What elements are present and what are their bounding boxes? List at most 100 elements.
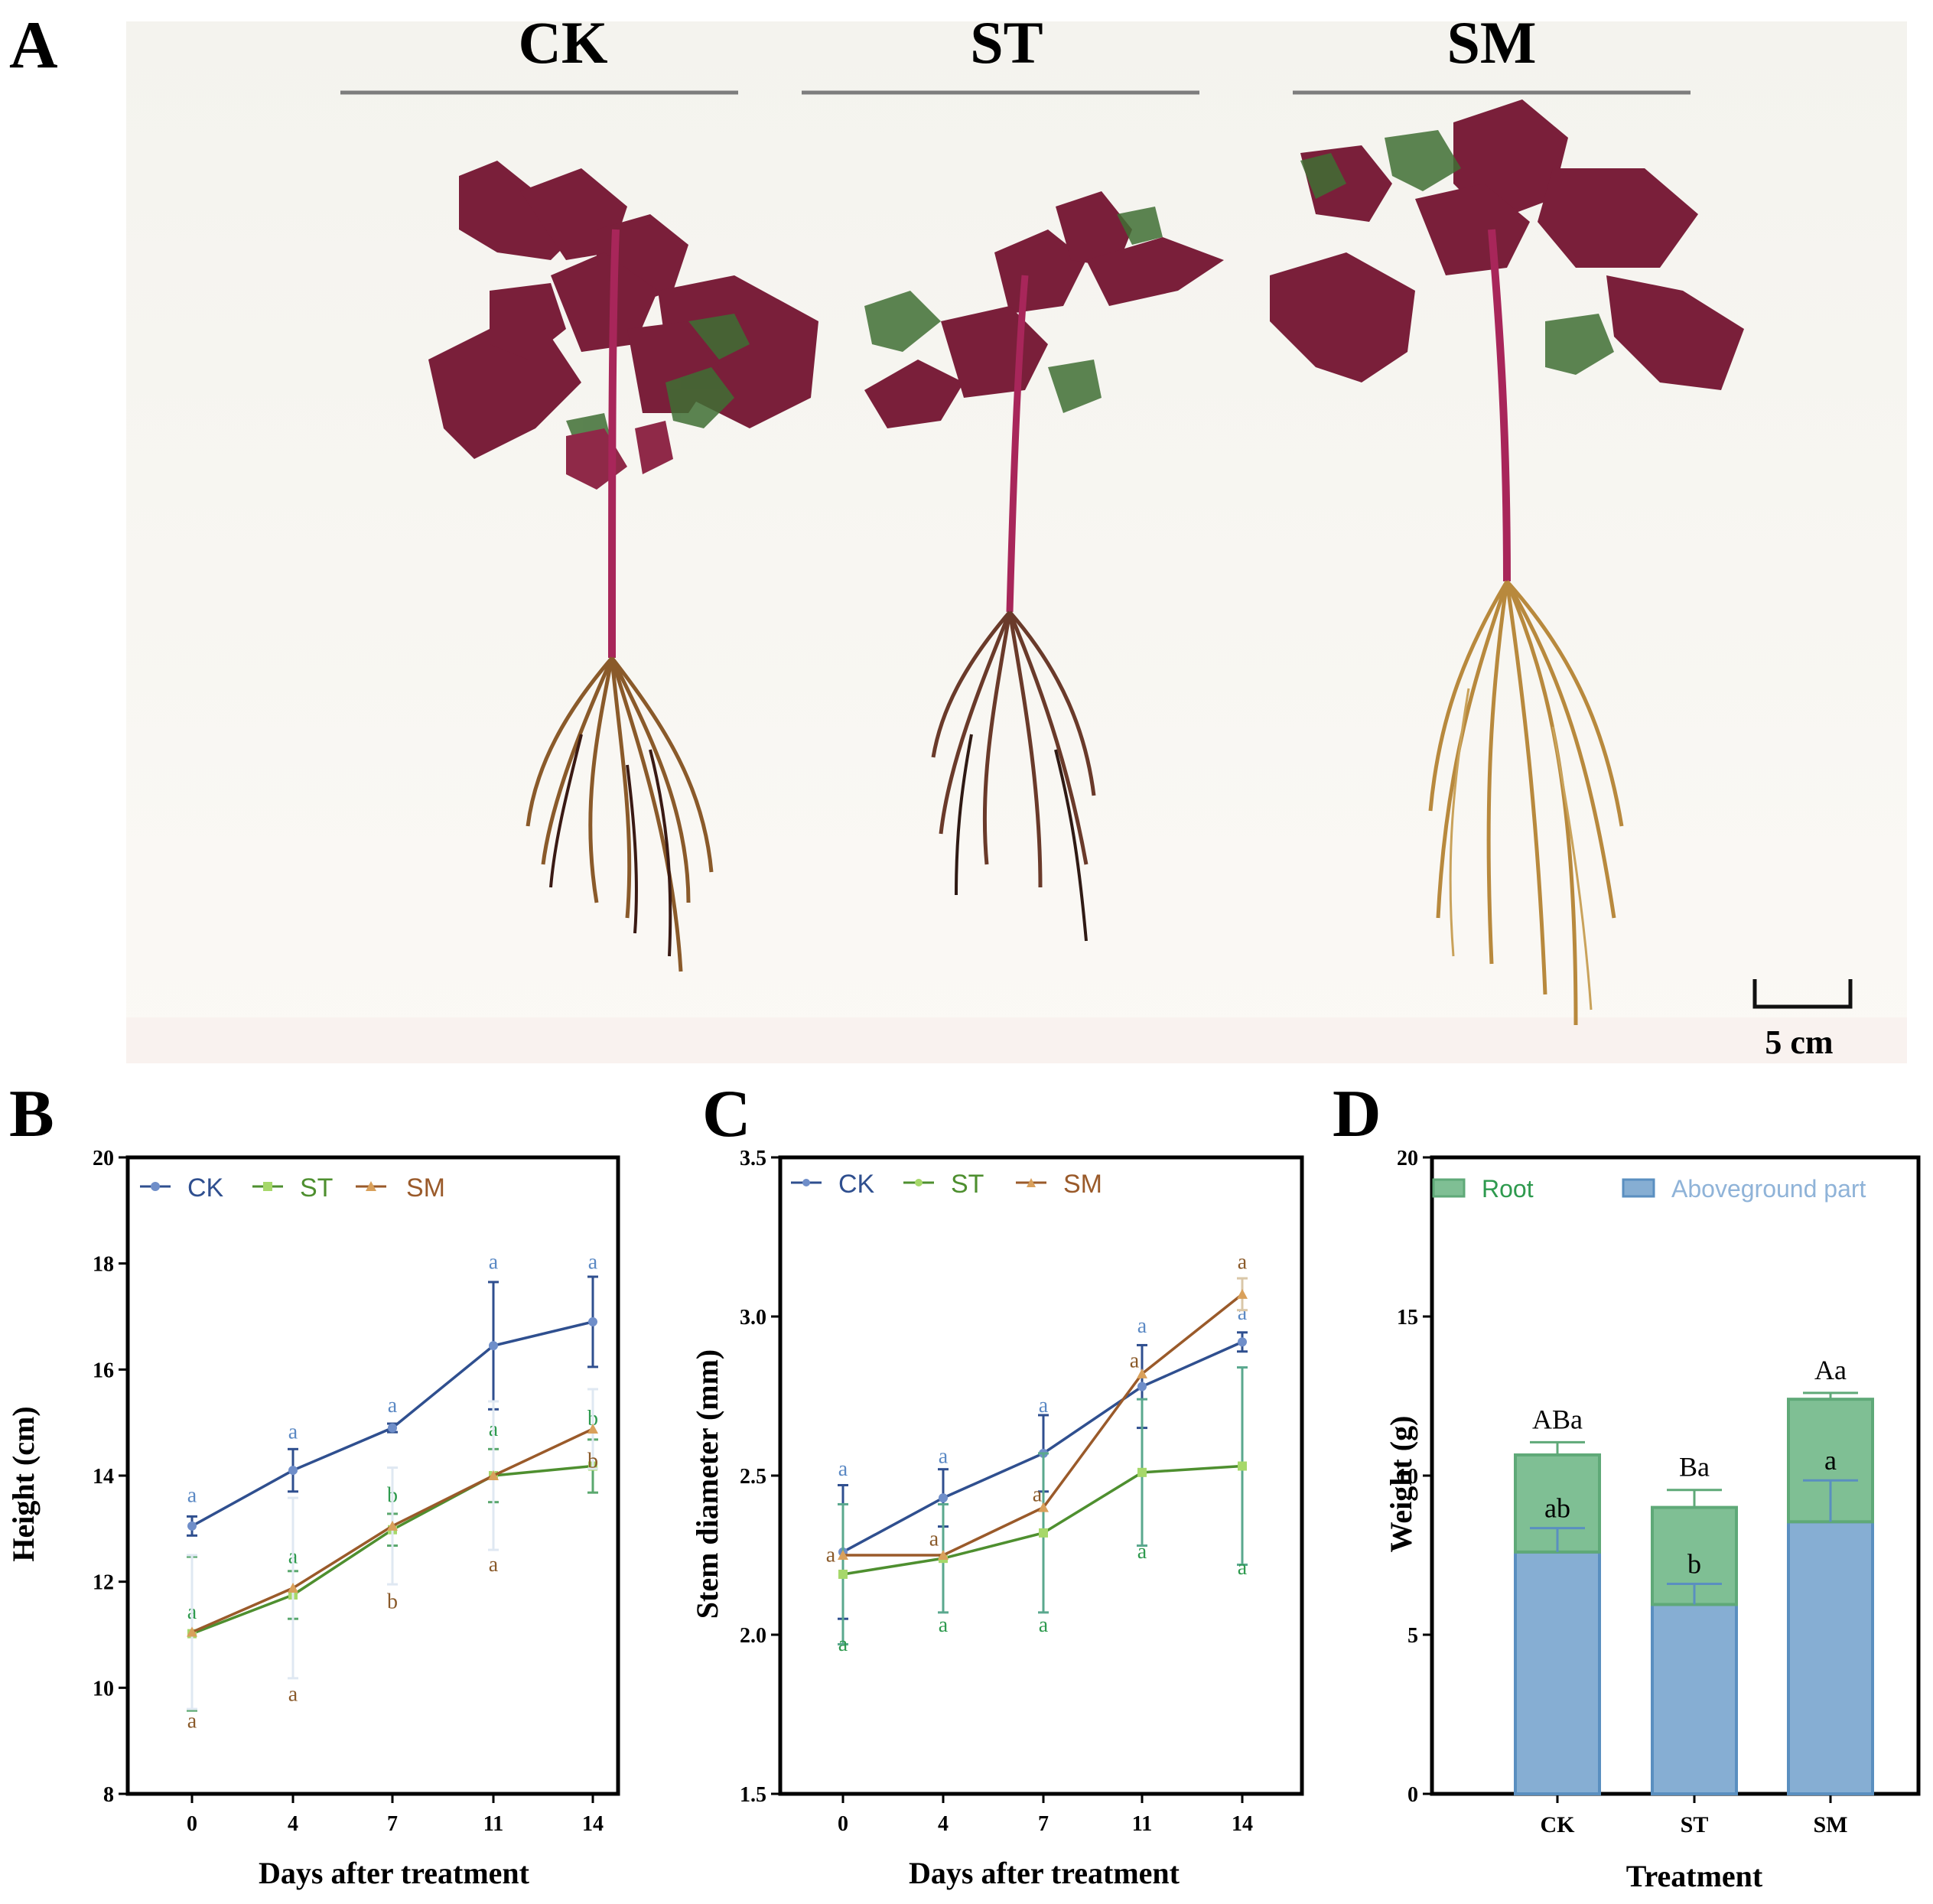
group-label-st: ST [970, 9, 1043, 76]
stem-diameter-significance-letter-sm: a [826, 1543, 836, 1567]
stem-diameter-point-st [1039, 1528, 1048, 1538]
legend-label-sm: SM [1063, 1170, 1102, 1199]
height-point-ck [288, 1466, 298, 1476]
stem-diameter-x-tick-label: 7 [1038, 1812, 1049, 1836]
legend-label-root: Root [1482, 1175, 1534, 1203]
scale-bar-label: 5 cm [1765, 1024, 1833, 1061]
height-plot-frame [125, 1155, 620, 1796]
height-x-tick-label: 11 [483, 1812, 503, 1836]
stem-diameter-point-ck [1238, 1337, 1247, 1347]
stem-diameter-significance-letter-sm: a [1238, 1251, 1248, 1274]
height-y-tick-label: 20 [93, 1147, 114, 1170]
height-x-tick-label: 14 [582, 1812, 604, 1836]
height-significance-letter-ck: a [288, 1420, 298, 1443]
stem-diameter-significance-letter-st: a [939, 1613, 949, 1637]
panel-label-c: C [702, 1077, 751, 1151]
height-chart: 81012141618200471114aaaaaaababaabab [93, 1147, 620, 1836]
legend-label-st: ST [300, 1173, 333, 1203]
stem-diameter-significance-letter-ck: a [1039, 1394, 1049, 1417]
stem-diameter-x-tick-label: 14 [1232, 1812, 1253, 1836]
height-y-tick-label: 16 [93, 1359, 114, 1382]
height-point-sm [387, 1520, 398, 1531]
height-significance-letter-ck: a [588, 1251, 598, 1274]
stem-diameter-significance-letter-ck: a [1238, 1301, 1248, 1325]
weight-y-tick-label: 15 [1397, 1306, 1418, 1330]
stem-diameter-significance-letter-sm: a [1130, 1349, 1140, 1373]
stem-diameter-point-sm [1237, 1288, 1248, 1299]
weight-legend: Root Aboveground part [1432, 1175, 1866, 1203]
legend-marker-st [263, 1182, 272, 1191]
height-y-tick-label: 12 [93, 1571, 114, 1595]
stem-diameter-point-sm [838, 1550, 848, 1560]
height-point-ck [588, 1317, 597, 1326]
legend-label-sm: SM [406, 1173, 445, 1203]
height-significance-letter-ck: a [489, 1251, 499, 1274]
height-legend: CK ST SM [140, 1173, 445, 1203]
weight-y-tick-label: 5 [1407, 1624, 1418, 1648]
stem-diameter-significance-letter-st: a [838, 1632, 848, 1656]
height-significance-letter-sm: b [587, 1450, 598, 1473]
weight-x-tick-label: CK [1541, 1812, 1576, 1837]
legend-label-ck: CK [838, 1170, 875, 1199]
weight-x-axis-title: Treatment [1626, 1859, 1763, 1893]
weight-significance-letter-aboveground: b [1687, 1548, 1701, 1579]
stem-diameter-y-tick-label: 2.5 [740, 1465, 766, 1489]
weight-significance-letter-root: Ba [1679, 1452, 1710, 1483]
panel-d: D 0 5 10 15 20 CK ab ABa ST b Ba SM a Aa Root Abovegr… [1333, 1077, 1921, 1893]
stem-diameter-plot-frame [778, 1155, 1304, 1796]
height-x-tick-label: 7 [387, 1812, 398, 1836]
stem-diameter-significance-letter-ck: a [1137, 1314, 1147, 1338]
plant-ck-image [428, 161, 818, 972]
height-y-tick-label: 10 [93, 1677, 114, 1701]
legend-marker-ck [151, 1182, 160, 1191]
panel-b: B 81012141618200471114aaaaaaababaabab CK… [6, 1077, 620, 1890]
stem-diameter-significance-letter-ck: a [939, 1444, 949, 1468]
weight-bar-aboveground [1651, 1603, 1738, 1795]
stem-diameter-x-axis-title: Days after treatment [909, 1856, 1180, 1890]
legend-marker-sm [1027, 1178, 1036, 1187]
weight-y-tick-label: 0 [1407, 1783, 1418, 1807]
stem-diameter-y-axis-title: Stem diameter (mm) [690, 1349, 724, 1619]
stem-diameter-y-tick-label: 1.5 [740, 1783, 766, 1807]
weight-significance-letter-root: ABa [1532, 1404, 1583, 1434]
photo-floor [126, 1017, 1907, 1063]
height-y-tick-label: 18 [93, 1253, 114, 1277]
panel-label-d: D [1333, 1077, 1381, 1151]
height-point-ck [489, 1341, 498, 1351]
legend-marker-st [915, 1179, 923, 1186]
stem-diameter-x-tick-label: 4 [938, 1812, 949, 1836]
height-x-axis-title: Days after treatment [259, 1856, 530, 1890]
height-point-sm [187, 1626, 197, 1637]
weight-bar-aboveground [1787, 1520, 1874, 1795]
height-significance-letter-sm: a [489, 1553, 499, 1577]
legend-marker-sm [366, 1181, 376, 1191]
legend-label-aboveground: Aboveground part [1671, 1175, 1866, 1203]
height-x-tick-label: 4 [288, 1812, 298, 1836]
stem-diameter-significance-letter-sm: a [929, 1528, 939, 1551]
stem-diameter-x-tick-label: 0 [838, 1812, 848, 1836]
stem-diameter-significance-letter-st: a [1238, 1556, 1248, 1580]
stem-diameter-x-tick-label: 11 [1132, 1812, 1152, 1836]
stem-diameter-y-tick-label: 3.5 [740, 1147, 766, 1170]
weight-significance-letter-aboveground: a [1824, 1445, 1837, 1476]
stem-diameter-significance-letter-sm: a [1033, 1483, 1043, 1506]
stem-diameter-point-sm [1137, 1368, 1147, 1378]
panel-label-a: A [9, 8, 58, 83]
legend-swatch-root [1432, 1178, 1466, 1198]
legend-label-ck: CK [187, 1173, 224, 1203]
height-significance-letter-sm: a [187, 1709, 197, 1733]
legend-swatch-aboveground [1622, 1178, 1655, 1198]
weight-y-axis-title: Weight (g) [1384, 1416, 1418, 1553]
stem-diameter-point-st [1137, 1467, 1147, 1477]
height-significance-letter-ck: a [187, 1484, 197, 1508]
legend-marker-ck [802, 1179, 810, 1186]
group-label-sm: SM [1447, 9, 1537, 76]
stem-diameter-significance-letter-st: a [1039, 1613, 1049, 1637]
height-point-sm [288, 1582, 298, 1593]
weight-bar-aboveground [1514, 1550, 1601, 1795]
stem-diameter-y-tick-label: 3.0 [740, 1306, 766, 1330]
stem-diameter-y-tick-label: 2.0 [740, 1624, 766, 1648]
